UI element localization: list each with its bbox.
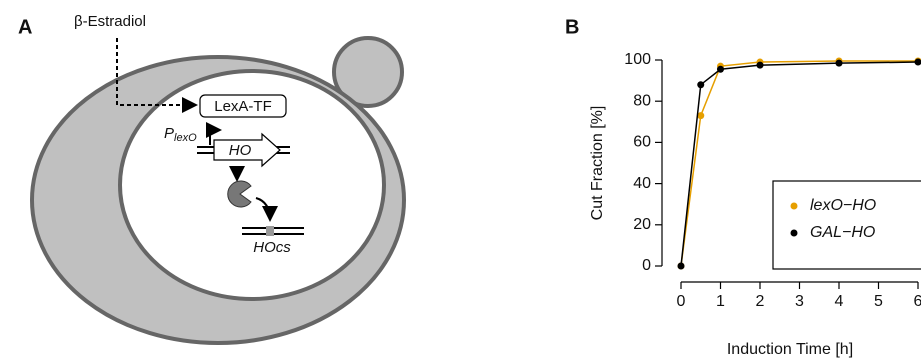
y-tick-label: 100: [624, 51, 651, 68]
x-axis-label: Induction Time [h]: [727, 341, 853, 358]
x-tick-label: 6: [914, 293, 921, 310]
x-tick-label: 2: [756, 293, 765, 310]
plot: 0 20 40 60 80 100 0 1 2 3 4 5 6 lexO−HO GAL−HO: [624, 51, 921, 310]
panel-label: A: [18, 16, 32, 38]
panel-label: B: [565, 16, 579, 38]
y-tick-label: 40: [633, 175, 651, 192]
cell-diagram: [32, 38, 404, 343]
tf-label: LexA-TF: [214, 98, 272, 115]
legend-label: GAL−HO: [810, 224, 875, 241]
promoter-sub: lexO: [174, 132, 197, 144]
y-tick-label: 20: [633, 216, 651, 233]
data-point: [717, 66, 724, 73]
data-point: [836, 60, 843, 67]
x-tick-label: 0: [677, 293, 686, 310]
y-tick-label: 60: [633, 134, 651, 151]
x-tick-label: 1: [716, 293, 725, 310]
y-tick-label: 0: [642, 257, 651, 274]
figure: A β-Estradiol LexA-TF PlexO HO HOcs B In…: [0, 0, 921, 362]
x-tick-label: 5: [874, 293, 883, 310]
data-point: [697, 81, 704, 88]
y-tick-label: 80: [633, 92, 651, 109]
ligand-label: β-Estradiol: [74, 13, 146, 30]
x-tick-label: 4: [835, 293, 844, 310]
legend-marker: [791, 230, 798, 237]
legend-label: lexO−HO: [810, 197, 876, 214]
gene-label: HO: [229, 142, 252, 159]
data-point: [678, 263, 685, 270]
y-axis-label: Cut Fraction [%]: [589, 106, 606, 221]
legend: lexO−HO GAL−HO: [773, 181, 921, 269]
legend-marker: [791, 203, 798, 210]
x-tick-label: 3: [795, 293, 804, 310]
promoter-main: P: [164, 125, 174, 142]
data-point: [757, 62, 764, 69]
site-label: HOcs: [253, 239, 291, 256]
